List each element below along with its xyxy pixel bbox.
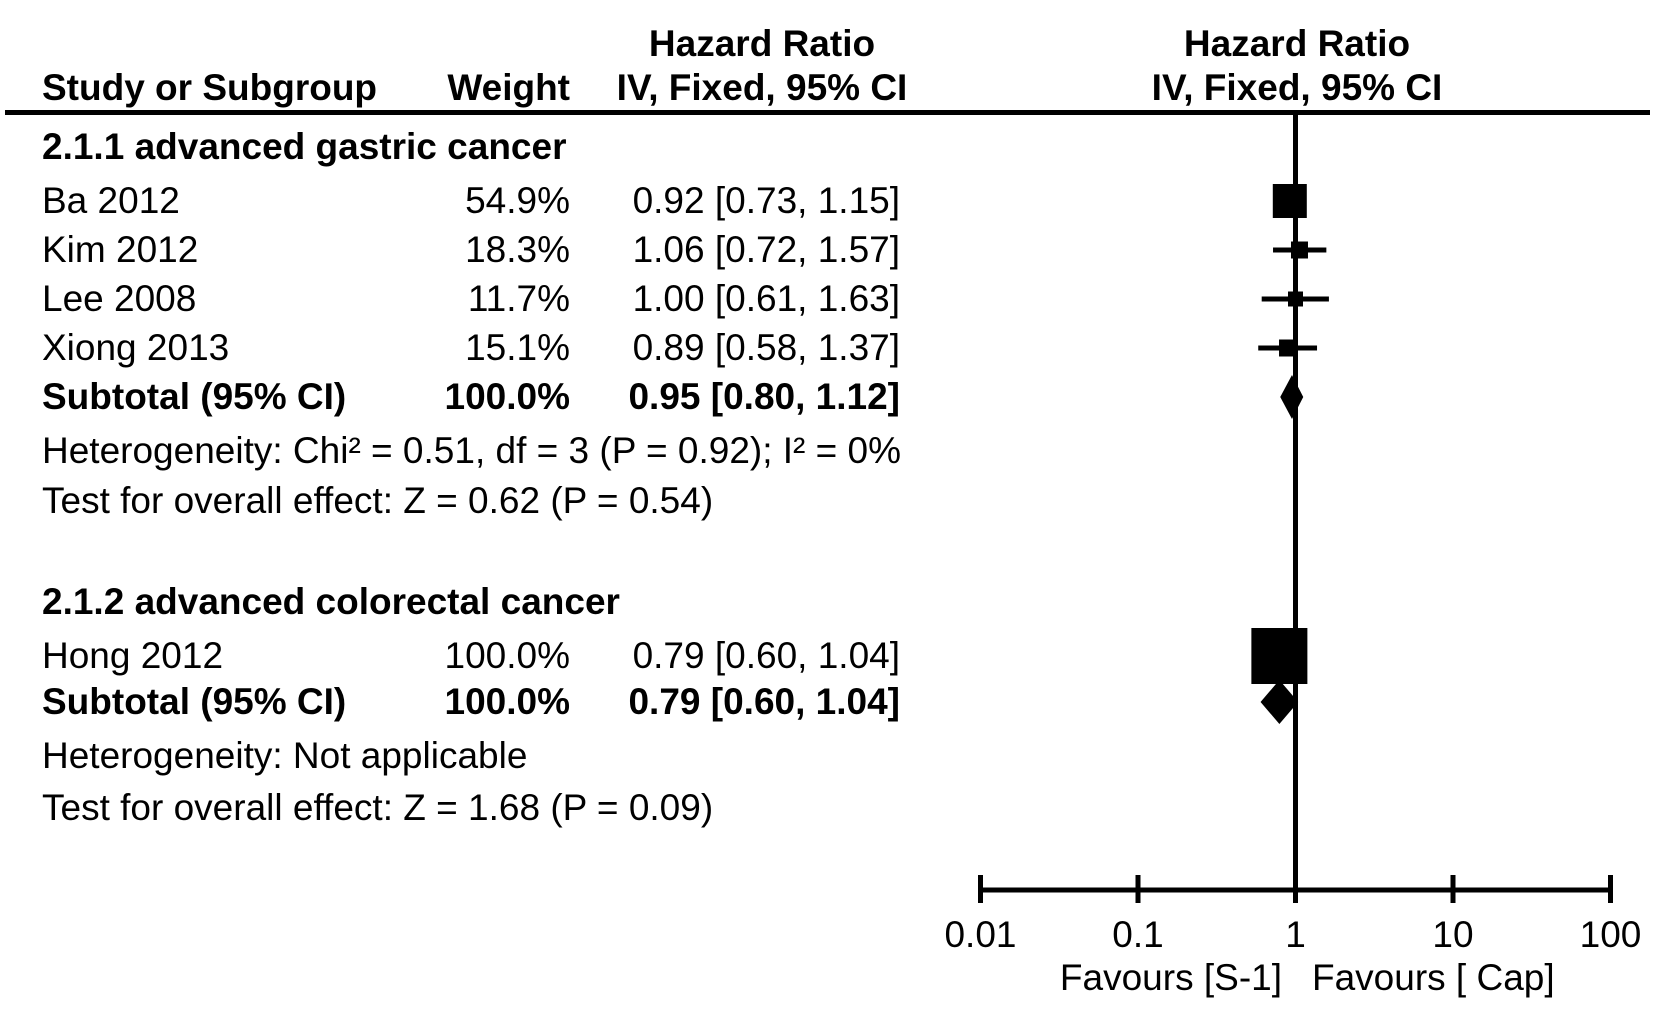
weight-value: 100.0% [444,376,571,417]
weight-value: 15.1% [465,327,570,368]
study-column-header: Study or Subgroup [42,67,378,108]
x-axis-tick-label: 0.01 [944,914,1016,955]
weight-value: 18.3% [465,229,570,270]
subtotal-diamond [1260,680,1299,724]
plot-column-header-line2: IV, Fixed, 95% CI [1151,67,1443,108]
study-label: Subtotal (95% CI) [42,681,347,722]
effect-column-header-line2: IV, Fixed, 95% CI [616,67,908,108]
study-weight-marker [1288,291,1303,307]
effect-estimate: 0.79 [0.60, 1.04] [628,681,900,722]
weight-value: 100.0% [444,681,571,722]
study-weight-marker [1251,628,1308,684]
effect-estimate: 1.06 [0.72, 1.57] [632,229,900,270]
study-weight-marker [1279,339,1297,357]
x-axis-tick-label: 10 [1432,914,1473,955]
study-label: Hong 2012 [42,635,224,676]
effect-estimate: 0.92 [0.73, 1.15] [632,180,900,221]
subtotal-diamond [1280,375,1304,419]
plot-column-header-line1: Hazard Ratio [1183,23,1411,64]
x-axis-tick-label: 100 [1580,914,1642,955]
effect-column-header-line1: Hazard Ratio [648,23,876,64]
study-weight-marker [1290,241,1308,259]
x-axis-tick-label: 1 [1285,914,1306,955]
statistics-note: Test for overall effect: Z = 0.62 (P = 0… [42,480,714,521]
effect-estimate: 0.89 [0.58, 1.37] [632,327,900,368]
study-label: Lee 2008 [42,278,197,319]
statistics-note: Heterogeneity: Chi² = 0.51, df = 3 (P = … [42,430,902,471]
study-label: Kim 2012 [42,229,199,270]
favours-left-label: Favours [S-1] [1060,957,1282,998]
study-label: Subtotal (95% CI) [42,376,347,417]
subgroup-heading: 2.1.2 advanced colorectal cancer [42,581,620,622]
study-label: Ba 2012 [42,180,180,221]
statistics-note: Heterogeneity: Not applicable [42,735,528,776]
weight-value: 100.0% [444,635,571,676]
header-rule [5,110,1650,115]
effect-estimate: 0.79 [0.60, 1.04] [632,635,900,676]
subgroup-heading: 2.1.1 advanced gastric cancer [42,126,567,167]
weight-column-header: Weight [447,67,570,108]
effect-estimate: 0.95 [0.80, 1.12] [628,376,900,417]
weight-value: 11.7% [467,278,570,319]
x-axis-tick-label: 0.1 [1112,914,1163,955]
statistics-note: Test for overall effect: Z = 1.68 (P = 0… [42,787,714,828]
weight-value: 54.9% [465,180,570,221]
study-weight-marker [1272,184,1307,218]
effect-estimate: 1.00 [0.61, 1.63] [632,278,900,319]
study-label: Xiong 2013 [42,327,230,368]
favours-right-label: Favours [ Cap] [1312,957,1555,998]
